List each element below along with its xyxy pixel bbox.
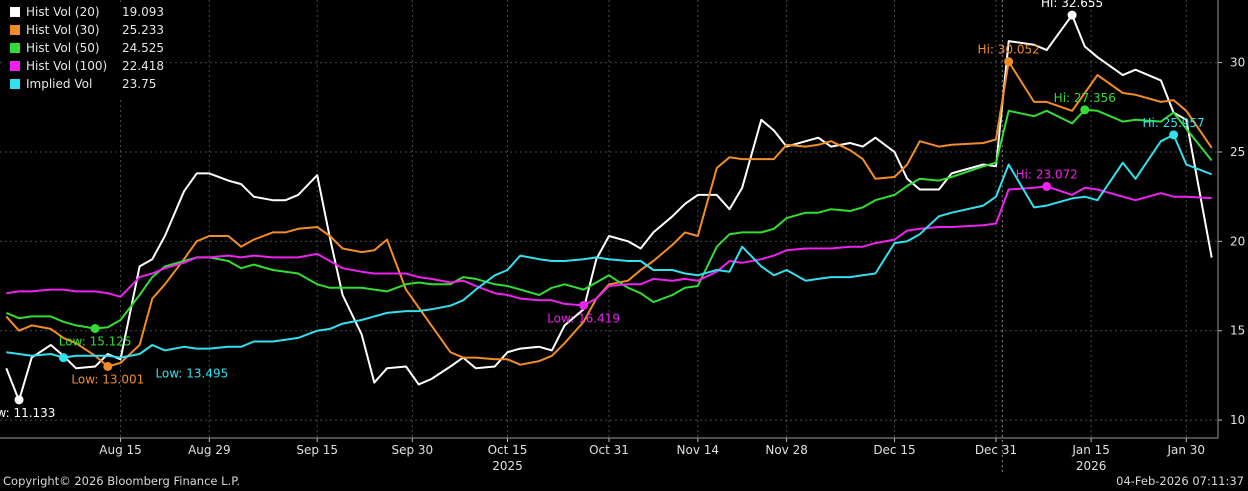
x-tick-label: Dec 15	[873, 443, 915, 457]
legend-item: Hist Vol (30) 25.233	[2, 21, 166, 39]
extreme-marker	[90, 324, 100, 333]
legend-swatch	[10, 25, 20, 35]
grid-lines	[0, 0, 1218, 474]
legend-label: Implied Vol	[26, 77, 93, 91]
extreme-marker	[579, 300, 589, 310]
x-tick-label: Nov 28	[765, 443, 808, 457]
extreme-marker	[1169, 130, 1179, 140]
x-tick-label: Dec 31	[975, 443, 1017, 457]
y-tick-label: 25	[1230, 145, 1245, 159]
timestamp-text: 04-Feb-2026 07:11:37	[1116, 474, 1244, 488]
series-lines	[5, 14, 1213, 402]
extreme-marker	[14, 395, 24, 405]
legend-value: 24.525	[122, 41, 164, 55]
copyright-text: Copyright© 2026 Bloomberg Finance L.P.	[3, 474, 240, 488]
legend-swatch	[10, 43, 20, 53]
legend-value: 19.093	[122, 5, 164, 19]
legend-swatch	[10, 7, 20, 17]
year-label: 2025	[492, 459, 523, 473]
series-line-0	[5, 14, 1213, 402]
extreme-label: Low: 16.419	[547, 311, 620, 325]
legend-value: 23.75	[122, 77, 157, 91]
extreme-marker	[1042, 181, 1052, 191]
legend-item: Hist Vol (50) 24.525	[2, 39, 166, 57]
extreme-marker	[58, 353, 68, 363]
legend-label: Hist Vol (20)	[26, 5, 100, 19]
y-tick-label: 10	[1230, 413, 1245, 427]
extreme-label: Hi: 27.356	[1054, 91, 1116, 105]
legend-label: Hist Vol (50)	[26, 41, 100, 55]
y-tick-label: 15	[1230, 324, 1245, 338]
legend-item: Hist Vol (20) 19.093	[2, 3, 166, 21]
series-line-1	[5, 60, 1213, 368]
legend-value: 22.418	[122, 59, 164, 73]
extreme-label: Low: 15.125	[59, 335, 132, 349]
y-tick-label: 20	[1230, 234, 1245, 248]
extreme-label: Low: 13.001	[71, 372, 144, 386]
extreme-label: Hi: 30.052	[978, 43, 1040, 57]
extreme-label: Low: 11.133	[0, 406, 55, 420]
legend-label: Hist Vol (30)	[26, 23, 100, 37]
x-tick-label: Nov 14	[677, 443, 720, 457]
legend: Hist Vol (20) 19.093 Hist Vol (30) 25.23…	[2, 3, 166, 97]
series-line-4	[6, 133, 1213, 359]
legend-swatch	[10, 61, 20, 71]
extreme-marker	[1004, 57, 1014, 67]
extreme-label: Hi: 32.655	[1041, 0, 1103, 10]
extreme-label: Hi: 25.957	[1142, 116, 1204, 130]
x-tick-label: Jan 30	[1166, 443, 1205, 457]
legend-label: Hist Vol (100)	[26, 59, 108, 73]
x-tick-label: Oct 15	[488, 443, 528, 457]
x-tick-label: Oct 31	[589, 443, 629, 457]
annotations: Low: 11.133 Hi: 32.655 Low: 13.001 Hi: 30.0…	[0, 0, 1205, 420]
extreme-marker	[103, 361, 113, 371]
legend-swatch	[10, 79, 20, 89]
x-tick-label: Aug 29	[188, 443, 231, 457]
legend-value: 25.233	[122, 23, 164, 37]
extreme-marker	[1080, 105, 1090, 115]
x-tick-label: Sep 15	[296, 443, 338, 457]
x-tick-label: Sep 30	[391, 443, 433, 457]
x-tick-label: Jan 15	[1071, 443, 1110, 457]
legend-item: Hist Vol (100) 22.418	[2, 57, 166, 75]
year-label: 2026	[1076, 459, 1107, 473]
legend-item: Implied Vol 23.75	[2, 75, 166, 93]
extreme-label: Low: 13.495	[155, 367, 228, 381]
x-tick-label: Aug 15	[99, 443, 142, 457]
extreme-marker	[1067, 10, 1077, 20]
extreme-label: Hi: 23.072	[1016, 167, 1078, 181]
y-tick-label: 30	[1230, 56, 1245, 70]
